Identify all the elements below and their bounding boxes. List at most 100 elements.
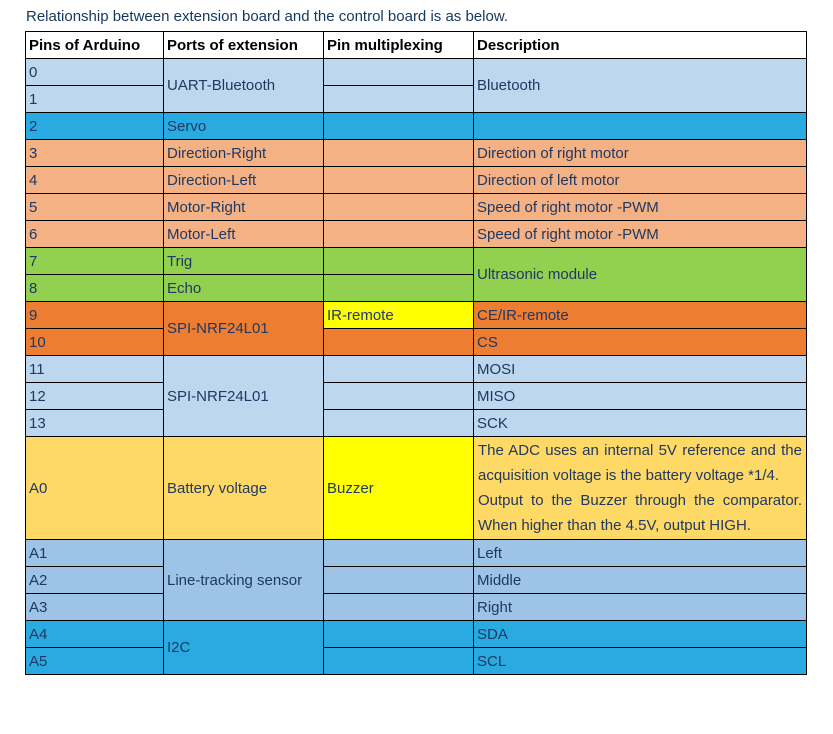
header-ports-of-extension: Ports of extension [163,31,324,59]
port-cell: Motor-Right [163,193,324,221]
header-description: Description [473,31,807,59]
pin-cell: 2 [25,112,164,140]
port-cell: Direction-Left [163,166,324,194]
pin-cell: A3 [25,593,164,621]
table-row: 8 Echo [25,274,807,302]
mux-cell [323,409,474,437]
desc-cell: CS [473,328,807,356]
desc-cell: Left [473,539,807,567]
pin-cell: 4 [25,166,164,194]
desc-cell: SDA [473,620,807,648]
table-row: 2 Servo [25,112,807,140]
desc-cell: Right [473,593,807,621]
pin-cell: 3 [25,139,164,167]
desc-cell: MOSI [473,355,807,383]
port-cell: Battery voltage [163,436,324,540]
table-row: A4 I2C SDA [25,620,807,675]
desc-cell: Direction of right motor [473,139,807,167]
pin-mapping-table: Pins of Arduino Ports of extension Pin m… [25,31,807,675]
port-cell: SPI-NRF24L01 [163,355,324,437]
pin-cell: 8 [25,274,164,302]
pin-cell: A1 [25,539,164,567]
header-pin-multiplexing: Pin multiplexing [323,31,474,59]
pin-cell: 9 [25,301,164,329]
table-row: 5 Motor-Right Speed of right motor -PWM [25,193,807,221]
port-cell: Servo [163,112,324,140]
pin-cell: A0 [25,436,164,540]
table-row: 3 Direction-Right Direction of right mot… [25,139,807,167]
pin-cell: 5 [25,193,164,221]
pin-cell: 1 [25,85,164,113]
table-row: 6 Motor-Left Speed of right motor -PWM [25,220,807,248]
header-row: Pins of Arduino Ports of extension Pin m… [25,31,807,59]
pin-cell: A2 [25,566,164,594]
table-row: A1 Line-tracking sensor Left [25,539,807,621]
pin-cell: 6 [25,220,164,248]
mux-cell [323,355,474,383]
mux-cell [323,620,474,648]
table-row: 1 [25,85,807,113]
port-cell: Direction-Right [163,139,324,167]
page: Relationship between extension board and… [25,8,807,675]
table-row: A5 SCL [25,647,807,675]
mux-cell [323,85,474,113]
desc-cell: MISO [473,382,807,410]
table-row: A3 Right [25,593,807,621]
desc-cell: CE/IR-remote [473,301,807,329]
mux-cell [323,593,474,621]
desc-cell: Bluetooth [473,58,807,113]
desc-cell: Ultrasonic module [473,247,807,302]
port-cell: SPI-NRF24L01 [163,301,324,356]
mux-cell: IR-remote [323,301,474,329]
pin-cell: 7 [25,247,164,275]
desc-paragraph: The ADC uses an internal 5V reference an… [478,442,802,484]
pin-cell: 0 [25,58,164,86]
desc-cell: SCK [473,409,807,437]
mux-cell [323,539,474,567]
port-cell: Line-tracking sensor [163,539,324,621]
port-cell: Motor-Left [163,220,324,248]
table-row: A0 Battery voltage Buzzer The ADC uses a… [25,436,807,540]
table-row: 12 MISO [25,382,807,410]
table-row: 9 SPI-NRF24L01 IR-remote CE/IR-remote [25,301,807,356]
port-cell: I2C [163,620,324,675]
desc-cell: Middle [473,566,807,594]
table-row: 11 SPI-NRF24L01 MOSI [25,355,807,437]
table-row: 4 Direction-Left Direction of left motor [25,166,807,194]
mux-cell [323,328,474,356]
table-row: A2 Middle [25,566,807,594]
pin-cell: 13 [25,409,164,437]
port-cell: Echo [163,274,324,302]
mux-cell [323,112,474,140]
pin-cell: 12 [25,382,164,410]
header-pins-of-arduino: Pins of Arduino [25,31,164,59]
pin-cell: A4 [25,620,164,648]
port-cell: Trig [163,247,324,275]
pin-cell: 10 [25,328,164,356]
desc-cell: The ADC uses an internal 5V reference an… [473,436,807,540]
caption: Relationship between extension board and… [26,8,508,25]
mux-cell [323,382,474,410]
desc-cell [473,112,807,140]
pin-cell: A5 [25,647,164,675]
desc-cell: Speed of right motor -PWM [473,220,807,248]
mux-cell [323,566,474,594]
mux-cell [323,647,474,675]
desc-cell: Speed of right motor -PWM [473,193,807,221]
table-row: 10 CS [25,328,807,356]
mux-cell: Buzzer [323,436,474,540]
desc-cell: SCL [473,647,807,675]
mux-cell [323,193,474,221]
mux-cell [323,58,474,86]
table-row: 13 SCK [25,409,807,437]
table-row: 7 Trig Ultrasonic module [25,247,807,302]
mux-cell [323,220,474,248]
mux-cell [323,247,474,275]
table-row: 0 UART-Bluetooth Bluetooth [25,58,807,113]
port-cell: UART-Bluetooth [163,58,324,113]
mux-cell [323,166,474,194]
desc-cell: Direction of left motor [473,166,807,194]
mux-cell [323,274,474,302]
mux-cell [323,139,474,167]
desc-paragraph: Output to the Buzzer through the compara… [478,492,802,534]
